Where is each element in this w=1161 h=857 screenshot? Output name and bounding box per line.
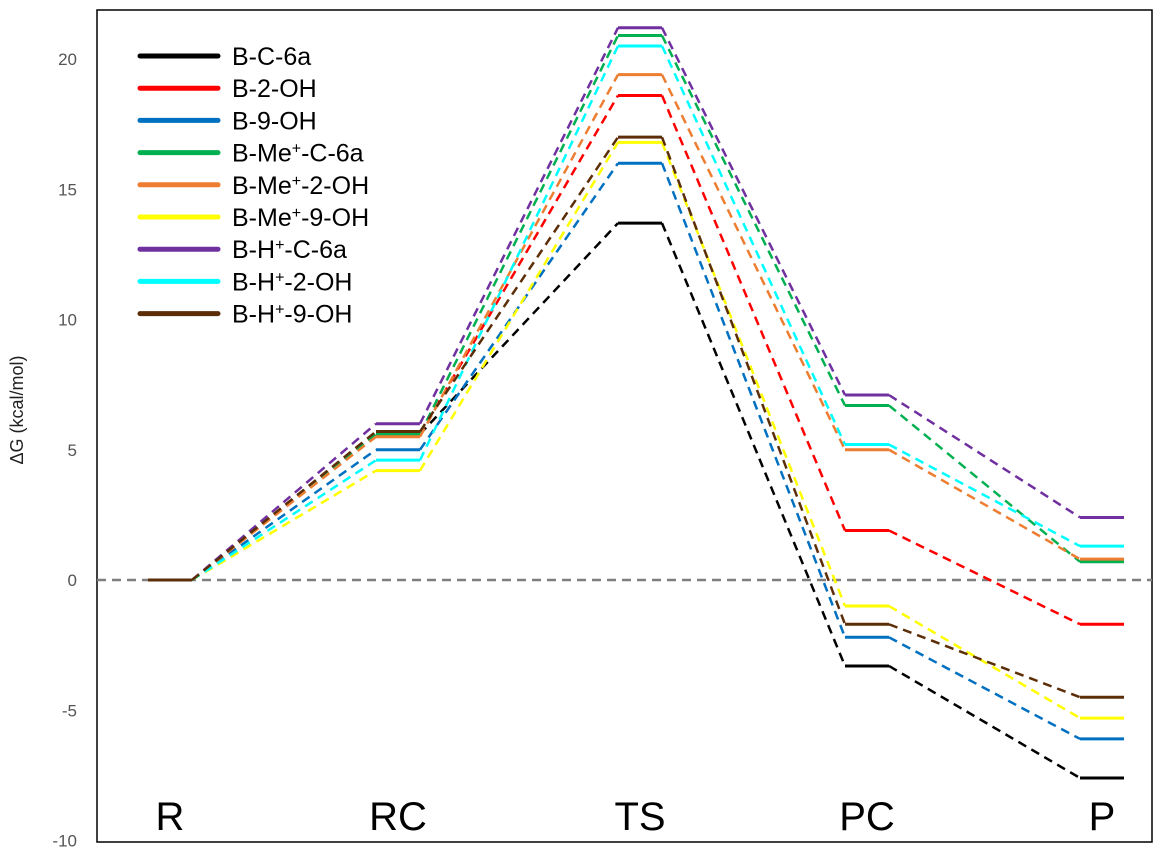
legend-label: B-H+-2-OH — [232, 268, 352, 296]
connector-line — [660, 45, 847, 446]
legend-item: B-H+-2-OH — [137, 268, 352, 296]
legend-label: B-H+-9-OH — [232, 301, 352, 329]
series-B-H+-2-OH — [148, 44, 1124, 582]
connector-line — [888, 636, 1081, 741]
series-lines — [148, 26, 1124, 780]
connector-line — [418, 34, 620, 435]
legend-label: B-Me+-C-6a — [232, 140, 364, 168]
legend-item: B-9-OH — [137, 107, 317, 135]
series-B-H+-9-OH — [148, 135, 1124, 699]
y-tick-label: -10 — [52, 832, 77, 851]
connector-line — [660, 35, 847, 407]
y-tick-label: 5 — [68, 441, 77, 460]
legend-label: B-C-6a — [232, 43, 311, 71]
connector-line — [888, 664, 1081, 780]
legend-label: B-H+-C-6a — [232, 236, 347, 264]
legend-item: B-Me+-C-6a — [137, 140, 364, 168]
y-tick-label: 15 — [58, 180, 77, 199]
connector-line — [660, 74, 847, 451]
connector-line — [191, 469, 377, 582]
y-tick-label: 0 — [68, 571, 77, 590]
legend-label: B-2-OH — [232, 75, 317, 103]
connector-line — [191, 459, 377, 582]
connector-line — [418, 141, 620, 472]
connector-line — [418, 162, 620, 451]
connector-line — [888, 393, 1081, 519]
y-tick-label: 20 — [58, 50, 77, 69]
connector-line — [191, 448, 377, 582]
legend-label: B-Me+-9-OH — [232, 204, 369, 232]
connector-line — [888, 448, 1081, 561]
y-axis-label: ΔG (kcal/mol) — [7, 355, 27, 464]
connector-line — [418, 136, 620, 433]
connector-line — [888, 443, 1081, 548]
stage-label: R — [156, 795, 185, 839]
axes: 20 15 10 5 0 -5 -10 — [52, 9, 1153, 851]
legend-item: B-H+-C-6a — [137, 236, 347, 264]
legend-item: B-Me+-2-OH — [137, 172, 369, 200]
connector-line — [888, 529, 1081, 626]
connector-line — [191, 433, 377, 581]
connector-line — [888, 623, 1081, 699]
connector-line — [660, 141, 847, 607]
legend-item: B-2-OH — [137, 75, 317, 103]
connector-line — [888, 604, 1081, 720]
connector-line — [660, 94, 847, 531]
stage-label: TS — [614, 795, 665, 839]
stage-labels: R RC TS PC P — [156, 795, 1116, 839]
stage-label: RC — [369, 795, 427, 839]
legend: B-C-6a B-2-OH B-9-OH B-Me+-C-6a B-Me+-2-OH B-… — [137, 43, 369, 329]
connector-line — [191, 422, 377, 581]
legend-label: B-9-OH — [232, 107, 317, 135]
connector-line — [660, 27, 847, 396]
stage-label: P — [1089, 795, 1116, 839]
legend-label: B-Me+-2-OH — [232, 172, 369, 200]
plot-frame — [96, 9, 1153, 843]
series-B-Me+-9-OH — [148, 140, 1124, 720]
connector-line — [419, 222, 619, 435]
connector-line — [418, 27, 620, 425]
connector-line — [418, 74, 620, 438]
legend-item: B-Me+-9-OH — [137, 204, 369, 232]
legend-item: B-C-6a — [137, 43, 311, 71]
connector-line — [888, 404, 1081, 563]
connector-line — [660, 136, 847, 625]
connector-line — [191, 430, 377, 581]
connector-line — [418, 45, 620, 461]
connector-line — [660, 162, 847, 638]
connector-line — [660, 222, 847, 667]
legend-item: B-H+-9-OH — [137, 301, 352, 329]
y-tick-label: -5 — [62, 701, 77, 720]
y-tick-label: 10 — [58, 311, 77, 330]
stage-label: PC — [839, 795, 895, 839]
